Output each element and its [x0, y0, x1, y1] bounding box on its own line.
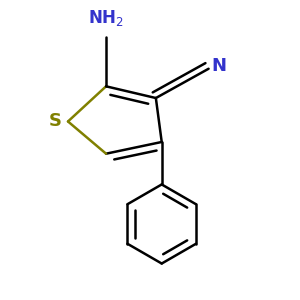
Text: NH$_2$: NH$_2$: [88, 8, 124, 28]
Text: N: N: [211, 57, 226, 75]
Text: S: S: [48, 112, 61, 130]
